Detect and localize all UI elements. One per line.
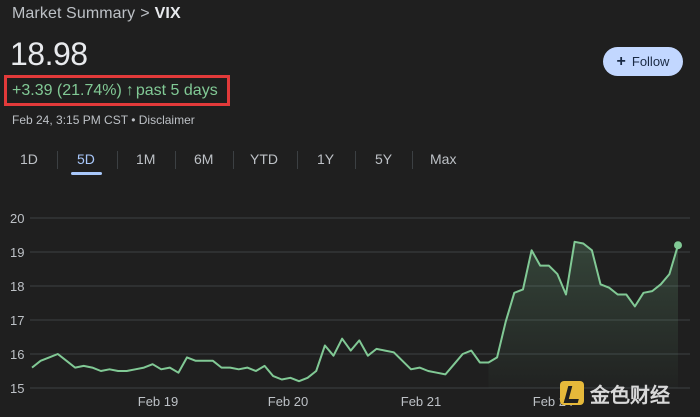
range-tabs: 1D 5D 1M 6M YTD 1Y 5Y Max (0, 145, 700, 175)
y-tick-label: 17 (10, 313, 24, 328)
y-tick-label: 15 (10, 381, 24, 396)
breadcrumb-market-summary[interactable]: Market Summary (12, 5, 136, 22)
tab-divider (355, 151, 356, 169)
tab-divider (412, 151, 413, 169)
active-tab-indicator (71, 172, 102, 175)
chart-series-line (31, 240, 679, 383)
highlight-box (4, 75, 230, 106)
breadcrumb-symbol: VIX (154, 5, 181, 22)
y-tick-label: 18 (10, 279, 24, 294)
tab-5d[interactable]: 5D (77, 151, 95, 167)
price-chart[interactable]: 15 16 17 18 19 20 Feb 19 Feb 20 Feb 21 Feb 24 (0, 200, 700, 417)
follow-button[interactable]: + Follow (603, 47, 683, 76)
chart-last-point (674, 241, 682, 250)
follow-label: Follow (631, 54, 670, 69)
tab-divider (57, 151, 58, 169)
timestamp: Feb 24, 3:15 PM CST (12, 113, 128, 127)
y-tick-label: 20 (10, 211, 24, 226)
tab-1d[interactable]: 1D (20, 151, 38, 167)
change-period: past 5 days (135, 82, 218, 99)
watermark-logo-icon (560, 381, 584, 405)
watermark-text: 金色财经 (590, 384, 670, 407)
quote-meta: Feb 24, 3:15 PM CST • Disclaimer (12, 113, 195, 127)
meta-separator: • (131, 113, 136, 127)
current-price: 18.98 (10, 36, 88, 72)
disclaimer-link[interactable]: Disclaimer (138, 113, 195, 127)
tab-1y[interactable]: 1Y (317, 151, 335, 167)
tab-divider (117, 151, 118, 169)
tab-divider (297, 151, 298, 169)
x-tick-label: Feb 19 (138, 394, 178, 409)
tab-max[interactable]: Max (430, 151, 457, 167)
x-tick-label: Feb 21 (401, 394, 441, 409)
tab-5y[interactable]: 5Y (375, 151, 393, 167)
change-value: +3.39 (21.74%) (12, 82, 122, 99)
up-arrow-icon: ↑ (125, 82, 134, 99)
tab-1m[interactable]: 1M (136, 151, 156, 167)
y-tick-label: 19 (10, 245, 24, 260)
price-change: +3.39 (21.74%) ↑ past 5 days (12, 82, 218, 100)
watermark: 金色财经 (560, 380, 670, 407)
tab-divider (175, 151, 176, 169)
tab-6m[interactable]: 6M (194, 151, 214, 167)
x-tick-label: Feb 20 (268, 394, 308, 409)
y-tick-label: 16 (10, 347, 24, 362)
plus-icon: + (616, 52, 626, 70)
tab-divider (233, 151, 234, 169)
breadcrumb-separator: > (140, 5, 150, 22)
chart-area-fill (488, 241, 678, 388)
breadcrumb: Market Summary > VIX (12, 5, 181, 23)
tab-ytd[interactable]: YTD (250, 151, 278, 167)
